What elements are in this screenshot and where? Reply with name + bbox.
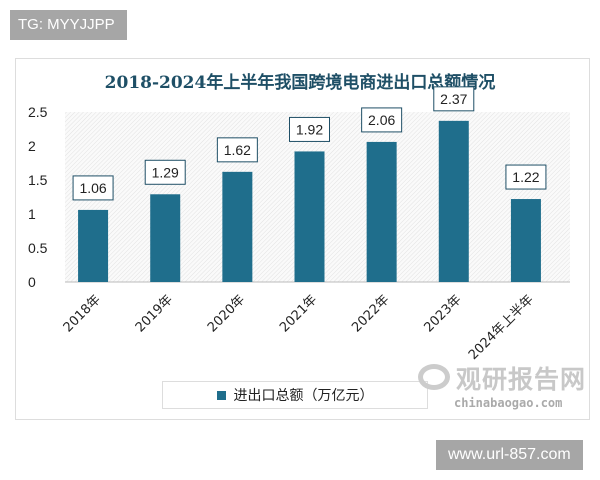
data-label: 2.37 [440,91,467,107]
legend-label: 进出口总额（万亿元） [233,388,374,404]
y-tick-label: 0.5 [28,240,48,256]
x-tick-label: 2021年 [277,292,320,335]
y-tick-label: 0 [28,274,36,290]
legend: 进出口总额（万亿元） [162,381,428,409]
bar [510,199,541,282]
data-label: 1.92 [296,121,323,137]
data-label: 1.29 [152,164,179,180]
data-label: 1.22 [512,169,539,185]
data-label-box [505,164,547,190]
x-tick-label: 2019年 [133,292,176,335]
bar [222,171,253,282]
x-tick-label: 2022年 [349,292,392,335]
bar [294,151,325,282]
logo-en: chinabaogao.com [454,396,563,410]
data-label-box [216,137,258,163]
chart-title: 2018-2024年上半年我国跨境电商进出口总额情况 [104,73,496,93]
data-label-box [289,116,330,142]
url-watermark: www.url-857.com [436,440,583,470]
chinabaogao-watermark: 观研报告网 chinabaogao.com [418,360,586,410]
data-label: 1.62 [224,142,251,158]
chart-frame [15,58,590,420]
x-tick-label: 2024年上半年 [466,292,537,363]
x-tick-label: 2020年 [205,292,248,335]
x-tick-label: 2018年 [61,292,104,335]
legend-swatch [216,390,226,400]
y-tick-label: 2.5 [28,104,48,120]
data-label: 1.06 [79,180,106,196]
y-tick-label: 2 [28,138,36,154]
bar [438,120,469,282]
data-label-box [433,86,475,112]
y-tick-label: 1.5 [28,172,48,188]
data-label: 2.06 [368,112,395,128]
bar [78,209,109,282]
data-label-box [361,107,403,133]
logo-icon [418,364,450,390]
x-tick-label: 2023年 [421,292,464,335]
y-tick-label: 1 [28,206,36,222]
bar [366,141,397,282]
tg-watermark: TG: MYYJJPP [10,10,127,40]
data-label-box [72,175,114,201]
data-label-box [144,159,186,185]
bar [150,194,181,282]
logo-cn: 观研报告网 [456,365,587,394]
